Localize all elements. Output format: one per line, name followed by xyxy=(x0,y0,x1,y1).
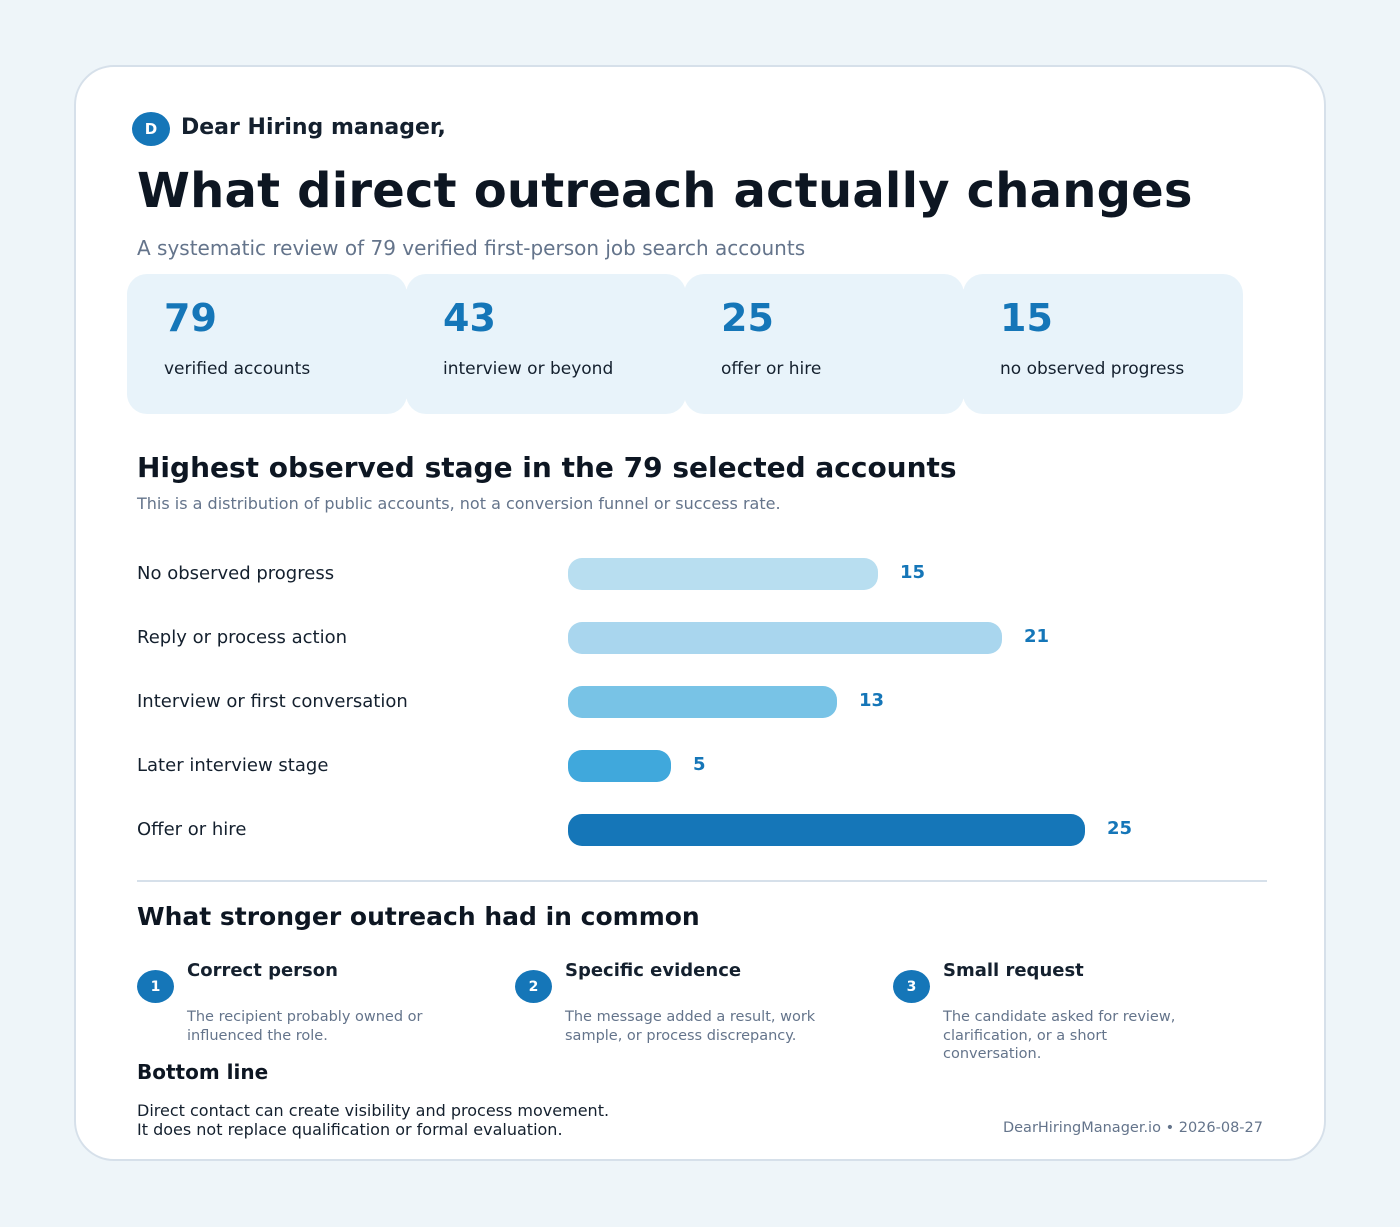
bar-category-label: Later interview stage xyxy=(137,755,329,776)
greeting-text: Dear Hiring manager, xyxy=(181,115,446,140)
bar-category-label: Offer or hire xyxy=(137,819,247,840)
bar-row: Later interview stage 5 xyxy=(76,746,1328,786)
chart-note: This is a distribution of public account… xyxy=(137,494,781,513)
page-subtitle: A systematic review of 79 verified first… xyxy=(137,236,806,260)
bar-category-label: Interview or first conversation xyxy=(137,691,408,712)
stat-value: 79 xyxy=(164,296,217,340)
stat-value: 25 xyxy=(721,296,774,340)
point-body: The message added a result, work sample,… xyxy=(565,1009,816,1044)
greeting-avatar: D xyxy=(132,112,170,146)
bar-value-label: 25 xyxy=(1107,818,1133,839)
point-title: Correct person xyxy=(187,960,338,981)
stat-card-offer: 25 offer or hire xyxy=(684,274,964,414)
bar-row: No observed progress 15 xyxy=(76,554,1328,594)
stat-label: offer or hire xyxy=(721,359,822,379)
stat-card-no-progress: 15 no observed progress xyxy=(963,274,1243,414)
common-heading: What stronger outreach had in common xyxy=(137,902,700,931)
divider xyxy=(137,880,1267,882)
bar-value-label: 21 xyxy=(1024,626,1050,647)
bar xyxy=(568,622,1002,654)
bar xyxy=(568,750,671,782)
point-title: Small request xyxy=(943,960,1084,981)
infographic-card: D Dear Hiring manager, What direct outre… xyxy=(74,65,1326,1161)
stat-card-verified: 79 verified accounts xyxy=(127,274,407,414)
bar-value-label: 13 xyxy=(859,690,885,711)
point-body: The candidate asked for review, clarific… xyxy=(943,1009,1176,1062)
bottom-line-text: It does not replace qualification or for… xyxy=(137,1120,563,1139)
point-title: Specific evidence xyxy=(565,960,742,981)
bar-value-label: 5 xyxy=(693,754,706,775)
point-number-badge: 1 xyxy=(137,970,174,1003)
bar-value-label: 15 xyxy=(900,562,926,583)
bar xyxy=(568,686,837,718)
stat-label: interview or beyond xyxy=(443,359,614,379)
bar xyxy=(568,814,1085,846)
point-number-badge: 2 xyxy=(515,970,552,1003)
bottom-line-text: Direct contact can create visibility and… xyxy=(137,1101,610,1120)
stat-value: 15 xyxy=(1000,296,1053,340)
bar-category-label: Reply or process action xyxy=(137,627,348,648)
point-body: The recipient probably owned or influenc… xyxy=(187,1009,423,1044)
bar-row: Interview or first conversation 13 xyxy=(76,682,1328,722)
bar-row: Reply or process action 21 xyxy=(76,618,1328,658)
bar-category-label: No observed progress xyxy=(137,563,335,584)
bar xyxy=(568,558,878,590)
page-title: What direct outreach actually changes xyxy=(137,163,1193,219)
point-number-badge: 3 xyxy=(893,970,930,1003)
bar-row: Offer or hire 25 xyxy=(76,810,1328,850)
stat-label: verified accounts xyxy=(164,359,311,379)
stat-label: no observed progress xyxy=(1000,359,1185,379)
stat-value: 43 xyxy=(443,296,496,340)
chart-title: Highest observed stage in the 79 selecte… xyxy=(137,451,957,484)
footer-source: DearHiringManager.io • 2026-08-27 xyxy=(1002,1120,1263,1136)
bottom-line-title: Bottom line xyxy=(137,1060,269,1084)
stat-card-interview: 43 interview or beyond xyxy=(406,274,686,414)
